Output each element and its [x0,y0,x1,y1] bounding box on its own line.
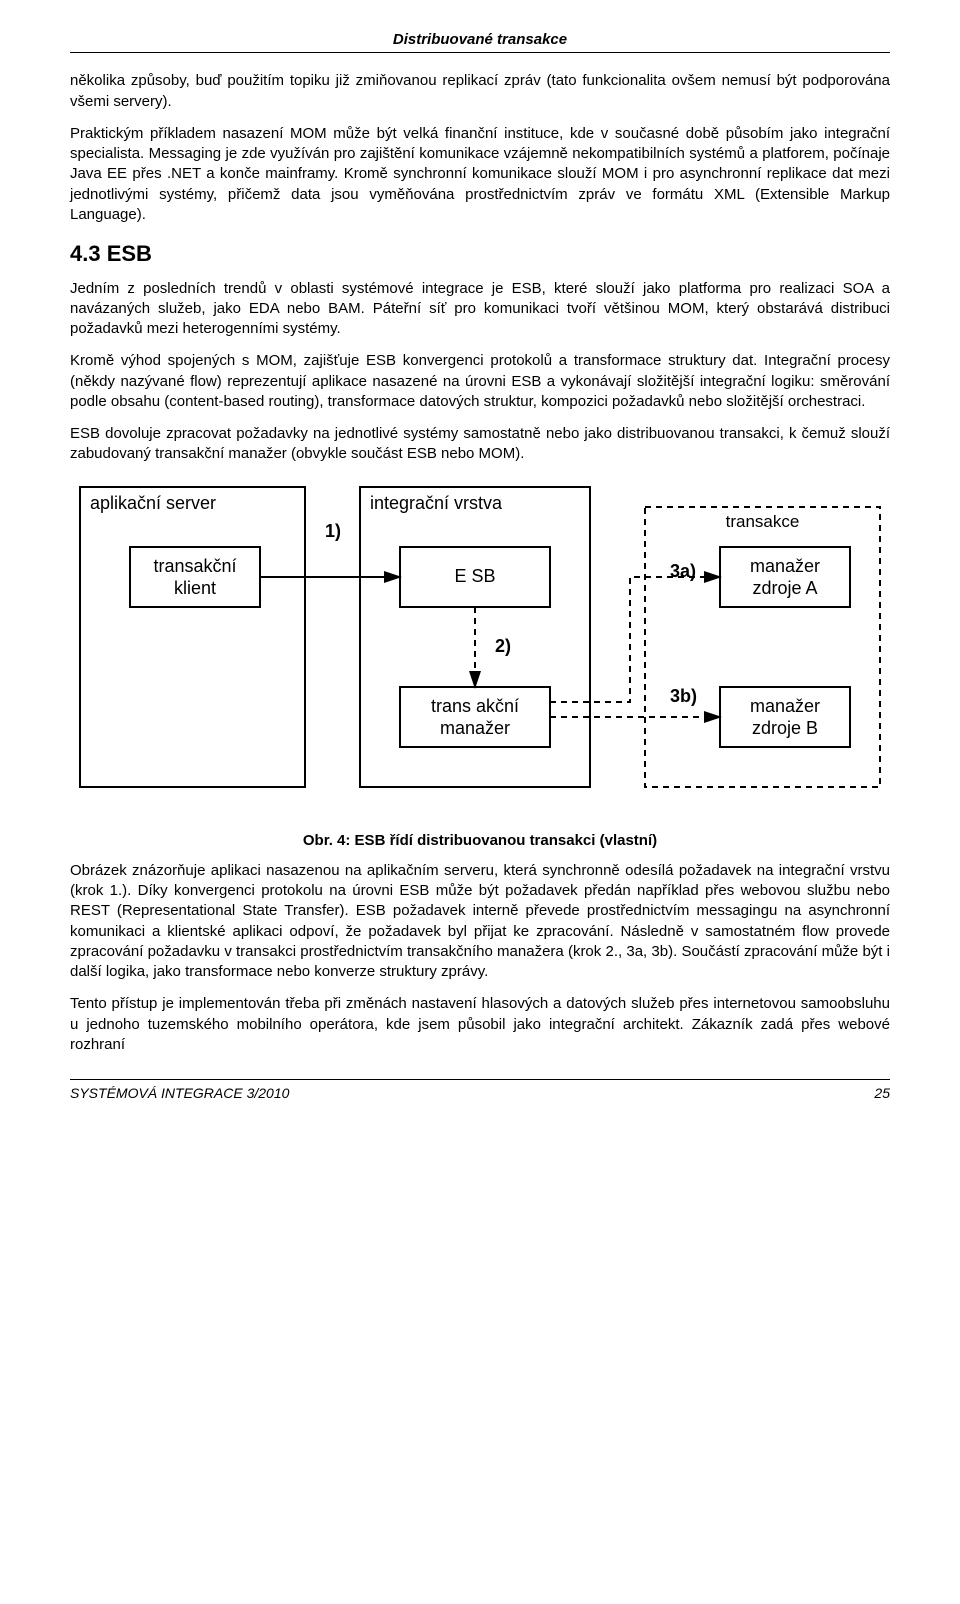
paragraph: několika způsoby, buď použitím topiku ji… [70,71,890,112]
page-footer: SYSTÉMOVÁ INTEGRACE 3/2010 25 [70,1079,890,1103]
page-header: Distribuované transakce [70,30,890,53]
paragraph: Kromě výhod spojených s MOM, zajišťuje E… [70,351,890,412]
paragraph: Jedním z posledních trendů v oblasti sys… [70,279,890,340]
footer-left: SYSTÉMOVÁ INTEGRACE 3/2010 [70,1084,289,1103]
esb-diagram: aplikační server integrační vrstva transak… [70,477,890,817]
svg-text:integrační vrstva: integrační vrstva [370,493,503,513]
svg-text:3b): 3b) [670,686,697,706]
svg-text:aplikační server: aplikační server [90,493,216,513]
svg-text:transakční: transakční [153,555,236,575]
svg-text:trans akční: trans akční [431,695,519,715]
header-title: Distribuované transakce [393,31,567,48]
svg-text:1): 1) [325,521,341,541]
paragraph: Tento přístup je implementován třeba při… [70,994,890,1055]
footer-right: 25 [874,1084,890,1103]
paragraph: Praktickým příkladem nasazení MOM může b… [70,124,890,225]
svg-text:3a): 3a) [670,561,696,581]
svg-text:manažer: manažer [750,555,820,575]
svg-text:zdroje B: zdroje B [752,717,818,737]
figure-caption: Obr. 4: ESB řídí distribuovanou transakc… [70,831,890,851]
svg-text:zdroje A: zdroje A [752,577,817,597]
paragraph: Obrázek znázorňuje aplikaci nasazenou na… [70,861,890,983]
svg-text:manažer: manažer [750,695,820,715]
svg-text:2): 2) [495,636,511,656]
svg-text:klient: klient [174,577,216,597]
svg-text:manažer: manažer [440,717,510,737]
heading-esb: 4.3 ESB [70,239,890,269]
svg-text:E SB: E SB [454,565,495,585]
svg-text:transakce: transakce [726,512,800,531]
paragraph: ESB dovoluje zpracovat požadavky na jedn… [70,424,890,465]
